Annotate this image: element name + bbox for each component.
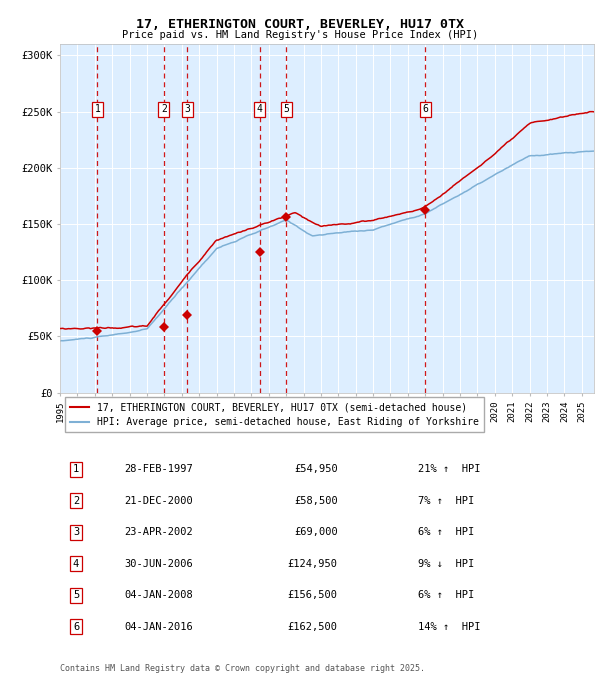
- Text: 28-FEB-1997: 28-FEB-1997: [124, 464, 193, 474]
- Text: 6% ↑  HPI: 6% ↑ HPI: [418, 590, 474, 600]
- Text: £124,950: £124,950: [287, 559, 338, 568]
- Text: Price paid vs. HM Land Registry's House Price Index (HPI): Price paid vs. HM Land Registry's House …: [122, 30, 478, 40]
- Text: 17, ETHERINGTON COURT, BEVERLEY, HU17 0TX: 17, ETHERINGTON COURT, BEVERLEY, HU17 0T…: [136, 18, 464, 31]
- Text: 21-DEC-2000: 21-DEC-2000: [124, 496, 193, 506]
- Text: 6% ↑  HPI: 6% ↑ HPI: [418, 527, 474, 537]
- Text: £162,500: £162,500: [287, 622, 338, 632]
- Text: 2: 2: [73, 496, 79, 506]
- Text: 4: 4: [73, 559, 79, 568]
- Text: 21% ↑  HPI: 21% ↑ HPI: [418, 464, 480, 474]
- Text: £156,500: £156,500: [287, 590, 338, 600]
- Text: 2: 2: [161, 105, 167, 114]
- Text: 6: 6: [422, 105, 428, 114]
- Text: 7% ↑  HPI: 7% ↑ HPI: [418, 496, 474, 506]
- Text: 4: 4: [257, 105, 263, 114]
- Text: Contains HM Land Registry data © Crown copyright and database right 2025.: Contains HM Land Registry data © Crown c…: [60, 664, 425, 673]
- Text: 04-JAN-2008: 04-JAN-2008: [124, 590, 193, 600]
- Text: 30-JUN-2006: 30-JUN-2006: [124, 559, 193, 568]
- Text: 23-APR-2002: 23-APR-2002: [124, 527, 193, 537]
- Legend: 17, ETHERINGTON COURT, BEVERLEY, HU17 0TX (semi-detached house), HPI: Average pr: 17, ETHERINGTON COURT, BEVERLEY, HU17 0T…: [65, 398, 484, 432]
- Text: 6: 6: [73, 622, 79, 632]
- Text: 5: 5: [283, 105, 289, 114]
- Text: 5: 5: [73, 590, 79, 600]
- Text: 1: 1: [73, 464, 79, 474]
- Text: 9% ↓  HPI: 9% ↓ HPI: [418, 559, 474, 568]
- Text: 04-JAN-2016: 04-JAN-2016: [124, 622, 193, 632]
- Text: 14% ↑  HPI: 14% ↑ HPI: [418, 622, 480, 632]
- Text: 1: 1: [94, 105, 100, 114]
- Text: 3: 3: [184, 105, 190, 114]
- Text: 3: 3: [73, 527, 79, 537]
- Text: £54,950: £54,950: [294, 464, 338, 474]
- Text: £69,000: £69,000: [294, 527, 338, 537]
- Text: £58,500: £58,500: [294, 496, 338, 506]
